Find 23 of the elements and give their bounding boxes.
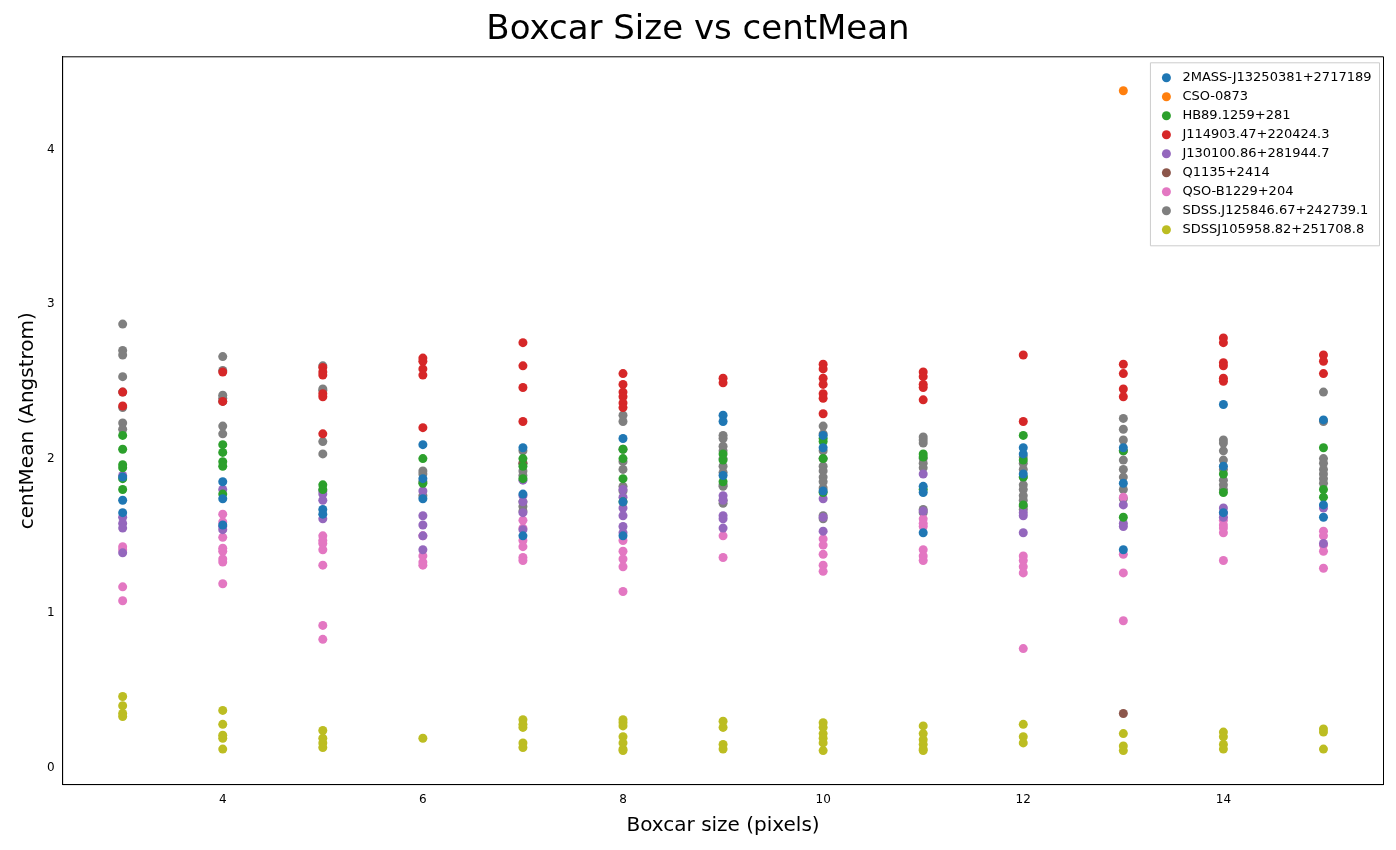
chart-title: Boxcar Size vs centMean [486,7,910,48]
y-tick-label: 2 [46,450,55,465]
x-tick-label: 4 [218,791,227,806]
y-tick-label: 4 [46,141,55,156]
legend-label: SDSS.J125846.67+242739.1 [1182,202,1369,218]
y-tick-label: 0 [46,759,55,774]
x-axis-title: Boxcar size (pixels) [626,812,820,837]
legend-label: 2MASS-J13250381+2717189 [1182,69,1372,85]
y-tick-label: 3 [46,296,55,311]
x-tick-label: 8 [619,791,627,806]
y-axis-title: centMean (Angstrom) [14,312,39,530]
x-tick-label: 14 [1215,791,1232,806]
legend-label: QSO-B1229+204 [1182,183,1294,199]
x-tick-label: 10 [815,791,831,806]
legend-label: J130100.86+281944.7 [1181,145,1330,161]
legend-label: SDSSJ105958.82+251708.8 [1182,221,1365,237]
y-tick-label: 1 [46,605,55,620]
x-tick-label: 12 [1015,791,1031,806]
x-tick-label: 6 [419,791,427,806]
legend-label: HB89.1259+281 [1182,107,1291,123]
legend-label: Q1135+2414 [1182,164,1270,180]
legend-label: J114903.47+220424.3 [1181,126,1330,142]
legend-label: CSO-0873 [1182,88,1249,104]
